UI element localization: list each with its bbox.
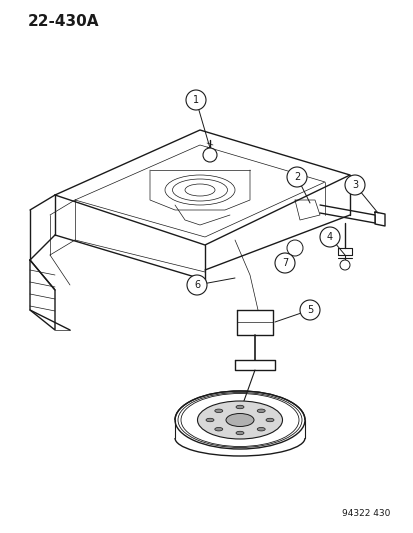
- Text: 22-430A: 22-430A: [28, 14, 99, 29]
- Ellipse shape: [256, 427, 265, 431]
- Ellipse shape: [214, 427, 222, 431]
- Circle shape: [185, 90, 206, 110]
- Ellipse shape: [235, 405, 243, 409]
- Text: 4: 4: [326, 232, 332, 242]
- Ellipse shape: [197, 401, 282, 439]
- Ellipse shape: [206, 418, 214, 422]
- Circle shape: [286, 240, 302, 256]
- Ellipse shape: [235, 431, 243, 435]
- Text: 94322 430: 94322 430: [341, 509, 389, 518]
- Text: 1: 1: [192, 95, 199, 105]
- Circle shape: [344, 175, 364, 195]
- Text: 3: 3: [351, 180, 357, 190]
- Text: 5: 5: [306, 305, 312, 315]
- Ellipse shape: [214, 409, 222, 413]
- Text: 7: 7: [281, 258, 287, 268]
- Circle shape: [319, 227, 339, 247]
- Circle shape: [339, 260, 349, 270]
- Circle shape: [274, 253, 294, 273]
- Circle shape: [187, 275, 206, 295]
- Text: 2: 2: [293, 172, 299, 182]
- Ellipse shape: [256, 409, 265, 413]
- Circle shape: [286, 167, 306, 187]
- Circle shape: [299, 300, 319, 320]
- Circle shape: [202, 148, 216, 162]
- Ellipse shape: [266, 418, 273, 422]
- Ellipse shape: [225, 414, 254, 426]
- Text: 6: 6: [193, 280, 199, 290]
